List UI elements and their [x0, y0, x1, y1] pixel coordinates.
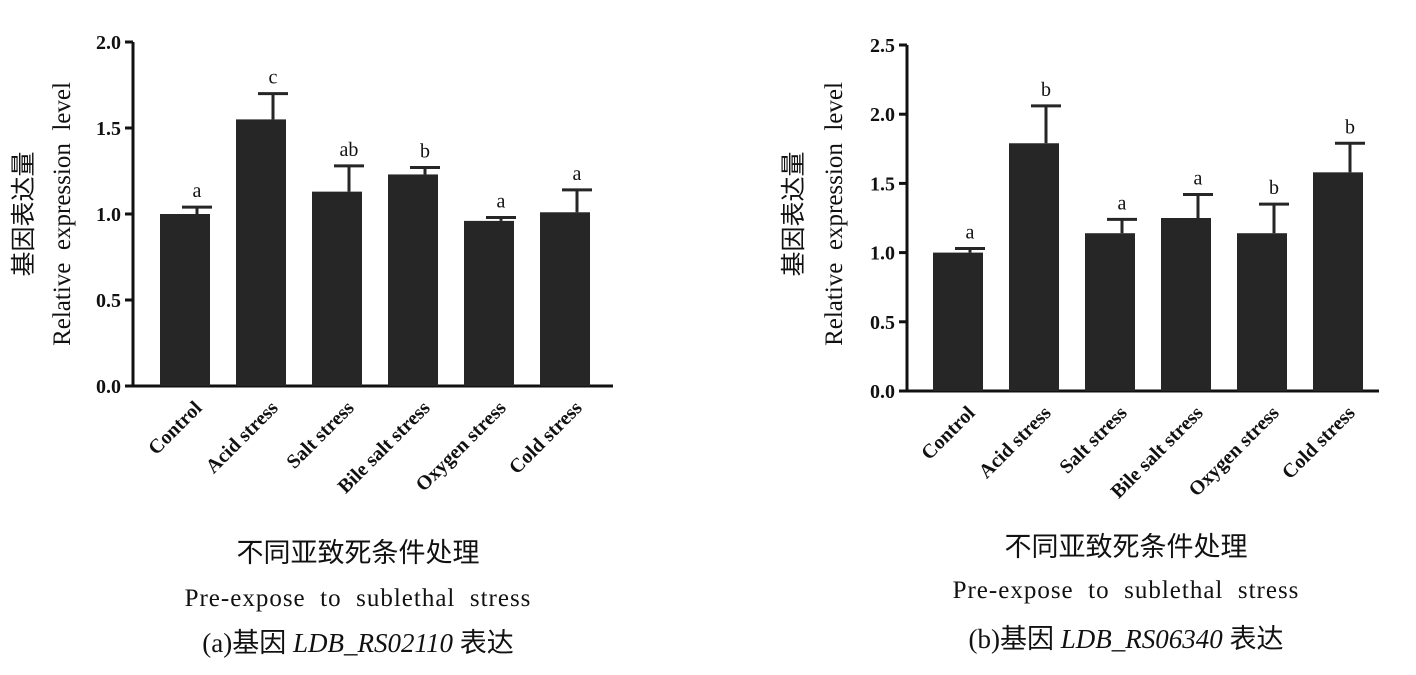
y-axis-label-en-a: Relative expression level — [49, 82, 76, 346]
bar-a — [160, 214, 210, 386]
caption-prefix-a: (a)基因 — [202, 628, 293, 658]
x-axis-label-cn-a: 不同亚致死条件处理 — [237, 538, 480, 568]
figure-caption-a: (a)基因 LDB_RS02110 表达 — [202, 628, 513, 658]
y-tick-label-a: 2.0 — [96, 32, 121, 54]
y-tick-label-b: 1.5 — [870, 173, 895, 195]
y-tick-label-a: 0.5 — [96, 290, 121, 312]
chart-panel-b: 0.0 0.5 1.0 1.5 2.0 2.5 a Control b Acid stress a S… — [708, 0, 1416, 671]
category-label-b: Control — [917, 402, 980, 465]
significance-label-a: a — [497, 190, 506, 212]
category-label-a: Salt stress — [282, 397, 358, 473]
significance-label-b: a — [1118, 192, 1127, 214]
significance-label-a: a — [193, 180, 202, 202]
figure-caption-b: (b)基因 LDB_RS06340 表达 — [969, 624, 1284, 654]
caption-gene-b: LDB_RS06340 — [1060, 624, 1224, 654]
y-tick-label-b: 2.0 — [870, 104, 895, 126]
chart-panel-a: 0.0 0.5 1.0 1.5 2.0 a Control c Acid stress ab Sal… — [0, 0, 708, 671]
y-axis-label-cn-b: 基因表达量 — [780, 151, 808, 276]
significance-label-b: b — [1041, 79, 1051, 101]
y-tick-label-b: 0.0 — [870, 381, 895, 403]
y-tick-label-a: 0.0 — [96, 376, 121, 398]
x-axis-label-en-a: Pre-expose to sublethal stress — [185, 585, 532, 612]
bar-b — [1237, 233, 1287, 391]
significance-label-a: c — [269, 67, 278, 89]
category-label-a: Control — [144, 397, 207, 460]
bar-chart-b: 0.0 0.5 1.0 1.5 2.0 2.5 a Control b Acid stress a S… — [780, 35, 1379, 654]
significance-label-a: a — [573, 163, 582, 185]
y-tick-label-a: 1.5 — [96, 118, 121, 140]
significance-label-a: ab — [340, 139, 359, 161]
y-tick-label-b: 0.5 — [870, 312, 895, 334]
y-axis-label-en-b: Relative expression level — [821, 82, 848, 346]
bar-b — [933, 252, 983, 391]
caption-suffix-b: 表达 — [1223, 624, 1284, 654]
x-axis-label-cn-b: 不同亚致死条件处理 — [1005, 532, 1248, 562]
caption-suffix-a: 表达 — [453, 628, 514, 658]
bar-b — [1009, 143, 1059, 391]
significance-label-a: b — [420, 141, 430, 163]
y-tick-label-a: 1.0 — [96, 204, 121, 226]
y-tick-label-b: 2.5 — [870, 35, 895, 57]
significance-label-b: b — [1269, 177, 1279, 199]
bar-a — [540, 212, 590, 386]
category-label-b: Salt stress — [1055, 402, 1131, 478]
caption-gene-a: LDB_RS02110 — [292, 628, 453, 658]
category-label-b: Acid stress — [975, 402, 1056, 483]
significance-label-b: b — [1345, 116, 1355, 138]
category-label-a: Acid stress — [202, 397, 283, 478]
significance-label-b: a — [1194, 167, 1203, 189]
bar-a — [312, 191, 362, 386]
caption-prefix-b: (b)基因 — [969, 624, 1061, 654]
bar-b — [1313, 172, 1363, 391]
bar-a — [388, 174, 438, 386]
category-label-a: Cold stress — [505, 397, 587, 479]
y-axis-label-cn-a: 基因表达量 — [10, 151, 38, 276]
y-tick-label-b: 1.0 — [870, 243, 895, 265]
x-axis-label-en-b: Pre-expose to sublethal stress — [953, 577, 1300, 604]
bar-b — [1161, 218, 1211, 391]
category-label-b: Cold stress — [1278, 402, 1360, 484]
bar-a — [236, 119, 286, 387]
bar-b — [1085, 233, 1135, 391]
bar-a — [464, 220, 514, 386]
significance-label-b: a — [966, 221, 975, 243]
